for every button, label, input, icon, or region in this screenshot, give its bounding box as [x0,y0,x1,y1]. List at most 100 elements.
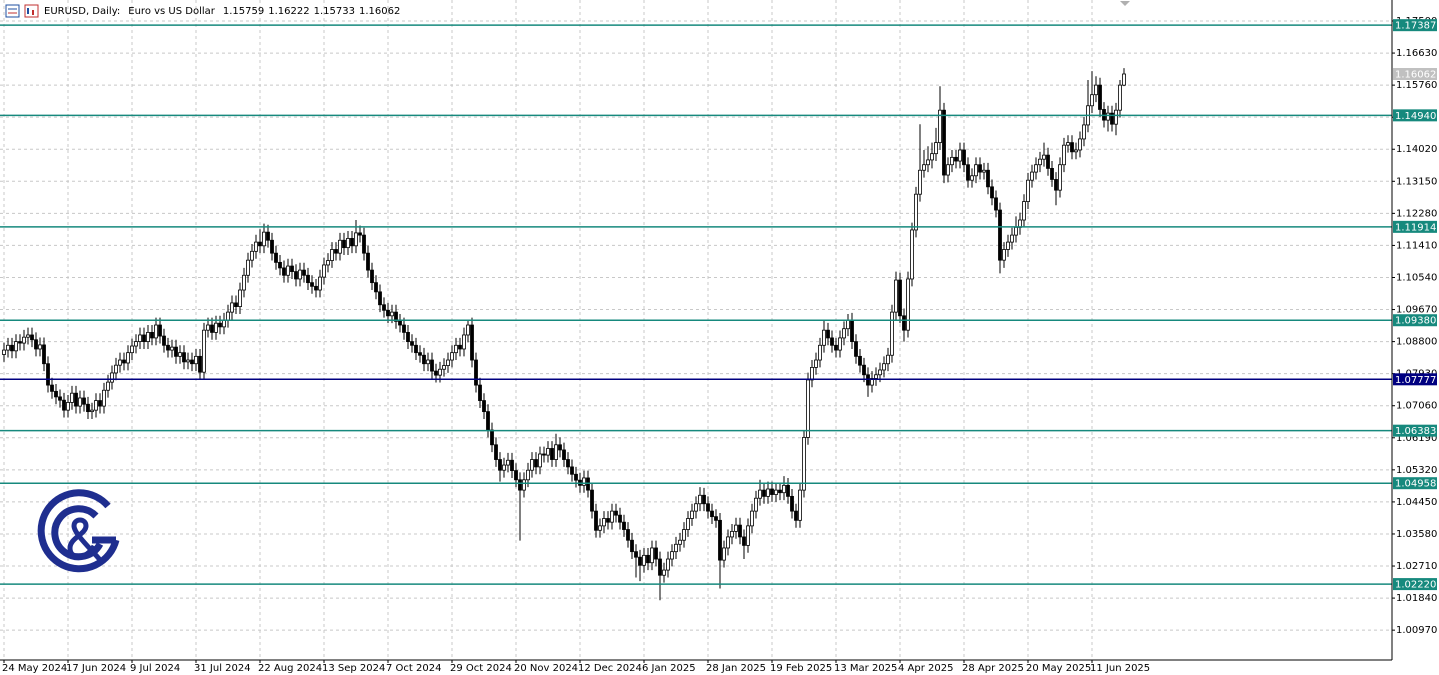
candle-body [802,437,806,491]
candle-body [858,355,862,366]
x-tick-label: 29 Oct 2024 [450,663,512,674]
candle-body [690,510,694,519]
candle-body [962,149,966,166]
candle-body [854,341,858,357]
candle-body [938,109,942,144]
y-tick-label: 1.03580 [1396,529,1437,540]
candle-body [194,355,198,365]
candle-body [242,274,246,291]
x-tick-label: 28 Jan 2025 [706,663,766,674]
candle-body [974,164,978,177]
candle-body [238,289,242,307]
candle-body [1002,249,1006,261]
candle-body [506,459,510,466]
candle-body [286,265,290,276]
x-tick-label: 28 Apr 2025 [962,663,1024,674]
candle-body [678,539,682,545]
header-close: 1.16062 [359,6,400,17]
candle-body [674,543,678,553]
y-tick-label: 1.14020 [1396,144,1437,155]
candle-body [958,149,962,162]
candle-body [1006,241,1010,250]
candle-body [382,304,386,311]
candle-body [198,355,202,373]
candle-body [914,193,918,231]
axis-layer: 1.175001.166301.157601.148901.140201.131… [2,16,1437,674]
candle-body [422,354,426,365]
candle-body [558,444,562,451]
candle-body [1078,138,1082,151]
candle-body [826,329,830,339]
logo [37,489,120,573]
candle-body [210,324,214,333]
candle-body [502,464,506,471]
x-tick-label: 20 Nov 2024 [514,663,578,674]
candle-body [642,554,646,566]
candle-body [898,279,902,317]
candle-body [978,164,982,173]
candle-body [398,320,402,326]
candle-body [146,331,150,343]
candle-body [90,409,94,413]
candle-body [1090,94,1094,107]
candle-body [586,477,590,491]
header-open: 1.15759 [223,6,264,17]
candle-body [638,556,642,566]
candle-body [670,551,674,560]
candle-body [342,239,346,249]
candle-body [926,159,930,166]
y-tick-label: 1.09670 [1396,305,1437,316]
grid-layer [0,0,1392,660]
candle-body [906,278,910,331]
candle-body [46,363,50,386]
candle-body [262,231,266,247]
candle-body [394,311,398,322]
candle-body [902,315,906,331]
candle-body [1074,149,1078,153]
candle-body [1038,158,1042,166]
candle-body [294,271,298,280]
candle-body [266,231,270,241]
candle-body [314,285,318,291]
x-tick-label: 9 Jul 2024 [130,663,180,674]
x-tick-label: 22 Aug 2024 [258,663,322,674]
candle-body [186,359,190,363]
candle-body [362,234,366,254]
candle-body [246,259,250,276]
candle-body [346,238,350,249]
candle-body [790,495,794,512]
candle-body [1110,112,1114,125]
candle-body [98,400,102,407]
candle-body [498,459,502,471]
candle-body [458,344,462,350]
candle-body [402,324,406,333]
x-tick-label: 11 Jun 2025 [1090,663,1150,674]
candle-body [1030,171,1034,181]
candle-body [1022,201,1026,221]
x-tick-label: 17 Jun 2024 [66,663,126,674]
candle-body [986,169,990,188]
candle-body [542,453,546,456]
candle-body [1034,164,1038,173]
level-label-box [1393,477,1437,490]
candle-body [282,267,286,276]
candle-body [886,354,890,365]
candle-body [842,328,846,339]
candle-body [694,503,698,512]
candle-body [1042,154,1046,160]
candle-body [110,372,114,383]
candle-body [606,518,610,523]
candle-body [86,403,90,413]
candle-body [470,324,474,361]
candle-body [438,368,442,376]
level-label: 1.04958 [1395,479,1436,490]
candle-body [862,364,866,376]
candle-body [162,335,166,346]
candle-body [770,488,774,495]
icon-window [5,4,20,18]
candle-body [718,519,722,561]
level-label-box [1393,220,1437,233]
candle-body [214,322,218,333]
candle-body [426,359,430,365]
candle-body [658,558,662,576]
